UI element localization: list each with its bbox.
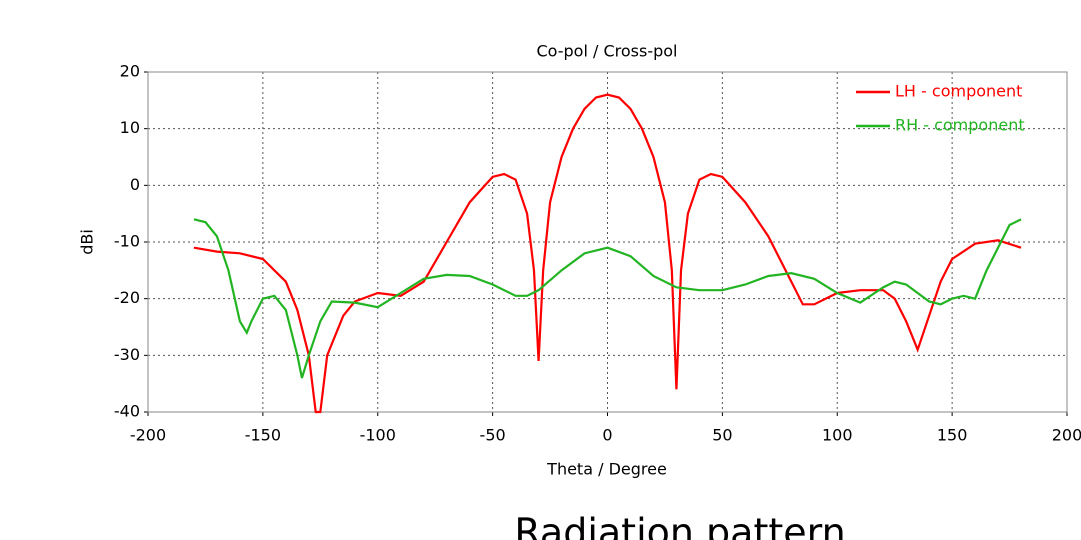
series-line bbox=[193, 93, 1022, 414]
x-axis-label: Theta / Degree bbox=[546, 460, 667, 479]
x-tick-label: -100 bbox=[360, 426, 396, 445]
y-tick-label: -10 bbox=[114, 232, 140, 251]
x-tick-label: 200 bbox=[1052, 426, 1081, 445]
y-tick-label: 20 bbox=[120, 62, 140, 81]
x-tick-label: 0 bbox=[602, 426, 612, 445]
x-tick-label: -200 bbox=[130, 426, 166, 445]
y-tick-label: 0 bbox=[130, 175, 140, 194]
x-tick-label: 150 bbox=[937, 426, 968, 445]
y-tick-label: 10 bbox=[120, 118, 140, 137]
x-tick-label: -150 bbox=[245, 426, 281, 445]
caption: Radiation pattern bbox=[514, 511, 845, 540]
x-tick-label: 100 bbox=[822, 426, 853, 445]
y-tick-label: -20 bbox=[114, 288, 140, 307]
legend-label: LH - component bbox=[895, 82, 1022, 101]
series-line bbox=[193, 218, 1022, 379]
legend-label: RH - component bbox=[895, 116, 1025, 135]
plot-frame bbox=[147, 71, 1068, 413]
y-tick-label: -40 bbox=[114, 402, 140, 421]
x-tick-label: 50 bbox=[712, 426, 732, 445]
y-axis-label: dBi bbox=[78, 229, 97, 255]
y-tick-label: -30 bbox=[114, 345, 140, 364]
chart-title: Co-pol / Cross-pol bbox=[536, 42, 677, 61]
x-tick-label: -50 bbox=[480, 426, 506, 445]
